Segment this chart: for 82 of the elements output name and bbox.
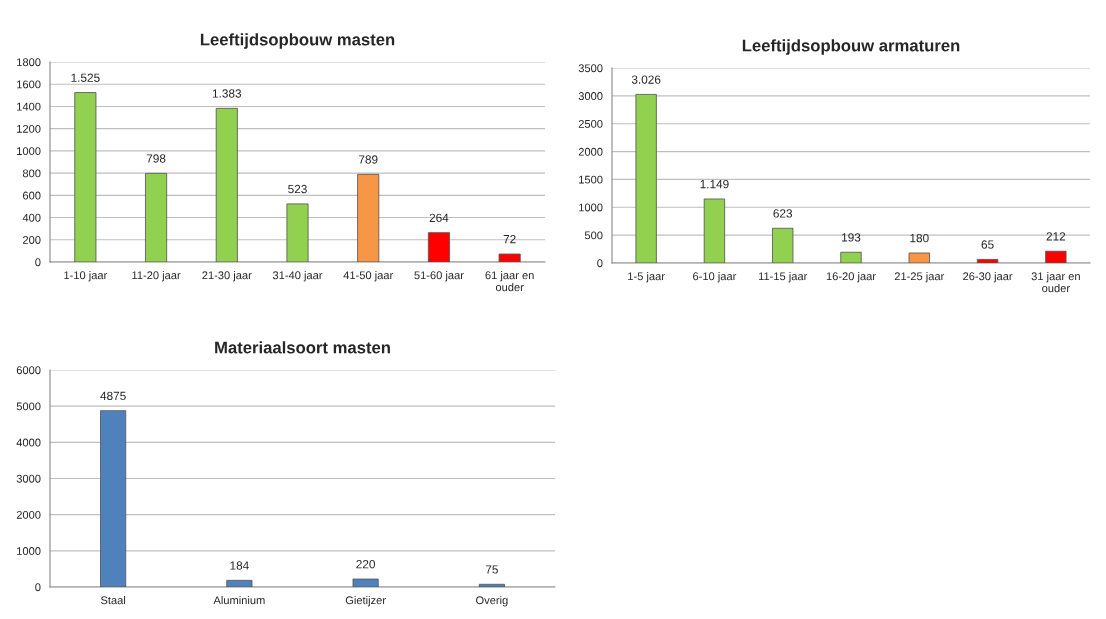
bar (427, 232, 450, 262)
y-tick-label: 1000 (17, 147, 41, 156)
y-tick-label: 1000 (17, 547, 41, 555)
data-label: 3.026 (631, 75, 661, 84)
data-label: 180 (910, 233, 929, 243)
x-tick-label: Aluminium (213, 596, 265, 605)
bar (908, 252, 930, 263)
y-tick-label: 2500 (578, 119, 603, 128)
bar (352, 578, 379, 587)
y-tick-label: 0 (35, 258, 41, 267)
y-tick-label: 1600 (17, 80, 41, 89)
x-tick-label: 51-60 jaar (414, 271, 464, 282)
data-label: 75 (485, 565, 498, 574)
bar (145, 172, 168, 262)
bar (840, 251, 862, 263)
data-label: 193 (842, 233, 861, 242)
chart-title: Leeftijdsopbouw masten (200, 33, 395, 49)
x-tick-label: 26-30 jaar (963, 272, 1013, 283)
bar (100, 410, 127, 587)
x-tick-label: Overig (476, 596, 508, 607)
y-tick-label: 600 (23, 191, 41, 200)
y-tick-label: 0 (597, 259, 603, 268)
y-tick-label: 3000 (578, 92, 603, 100)
x-tick-label: Staal (100, 596, 126, 605)
data-label: 623 (773, 209, 793, 218)
x-tick-label: 1-10 jaar (64, 271, 108, 282)
data-label: 4875 (100, 391, 126, 401)
data-label: 184 (230, 561, 249, 570)
x-tick-label: 11-20 jaar (132, 271, 181, 282)
data-label: 220 (356, 560, 376, 569)
bar (478, 583, 505, 587)
bar (226, 579, 253, 587)
chart-title: Leeftijdsopbouw armaturen (742, 39, 960, 55)
x-tick-label: 31-40 jaar (272, 271, 323, 282)
y-tick-label: 1500 (579, 175, 603, 184)
bar (215, 107, 238, 262)
y-tick-label: 400 (22, 213, 41, 222)
y-tick-label: 1400 (17, 102, 41, 111)
bar (635, 93, 657, 263)
x-tick-label: 41-50 jaar (343, 271, 394, 282)
bar (357, 173, 380, 262)
y-tick-label: 4000 (16, 438, 41, 447)
y-tick-label: 0 (35, 583, 41, 592)
bar (1045, 250, 1067, 263)
x-tick-label: 61 jaar en ouder (485, 271, 534, 292)
y-tick-label: 3000 (16, 474, 41, 483)
data-label: 264 (429, 213, 449, 222)
chart-title: Materiaalsoort masten (215, 341, 390, 354)
y-tick-label: 1000 (579, 203, 603, 212)
data-label: 523 (288, 184, 307, 194)
data-label: 1.525 (71, 73, 100, 82)
y-tick-label: 5000 (16, 402, 41, 411)
y-tick-label: 2000 (16, 510, 41, 519)
y-tick-label: 800 (22, 169, 41, 178)
bar (772, 227, 794, 263)
y-tick-label: 3500 (578, 64, 603, 73)
x-tick-label: 6-10 jaar (693, 272, 737, 283)
x-tick-label: Gietijzer (345, 596, 386, 607)
x-tick-label: 16-20 jaar (826, 272, 876, 283)
x-tick-label: 11-15 jaar (758, 272, 808, 283)
data-label: 798 (146, 154, 166, 163)
x-tick-label: 21-25 jaar (894, 272, 945, 283)
y-tick-label: 6000 (16, 366, 41, 375)
bar (976, 258, 999, 263)
data-label: 789 (358, 155, 378, 164)
x-tick-label: 31 jaar en ouder (1031, 272, 1080, 293)
y-tick-label: 200 (22, 236, 41, 244)
x-tick-label: 1-5 jaar (628, 272, 665, 283)
bar (703, 198, 726, 263)
y-tick-label: 1800 (17, 58, 41, 67)
x-tick-label: 21-30 jaar (202, 271, 252, 282)
y-tick-label: 500 (584, 231, 603, 240)
y-tick-label: 2000 (578, 147, 603, 156)
data-label: 1.149 (700, 179, 729, 189)
data-label: 1.383 (212, 89, 242, 98)
bar (286, 203, 309, 262)
data-label: 212 (1046, 232, 1066, 241)
bar (498, 253, 521, 262)
bar (74, 92, 97, 262)
y-tick-label: 1200 (17, 124, 41, 133)
data-label: 65 (981, 240, 994, 249)
data-label: 72 (503, 234, 516, 244)
